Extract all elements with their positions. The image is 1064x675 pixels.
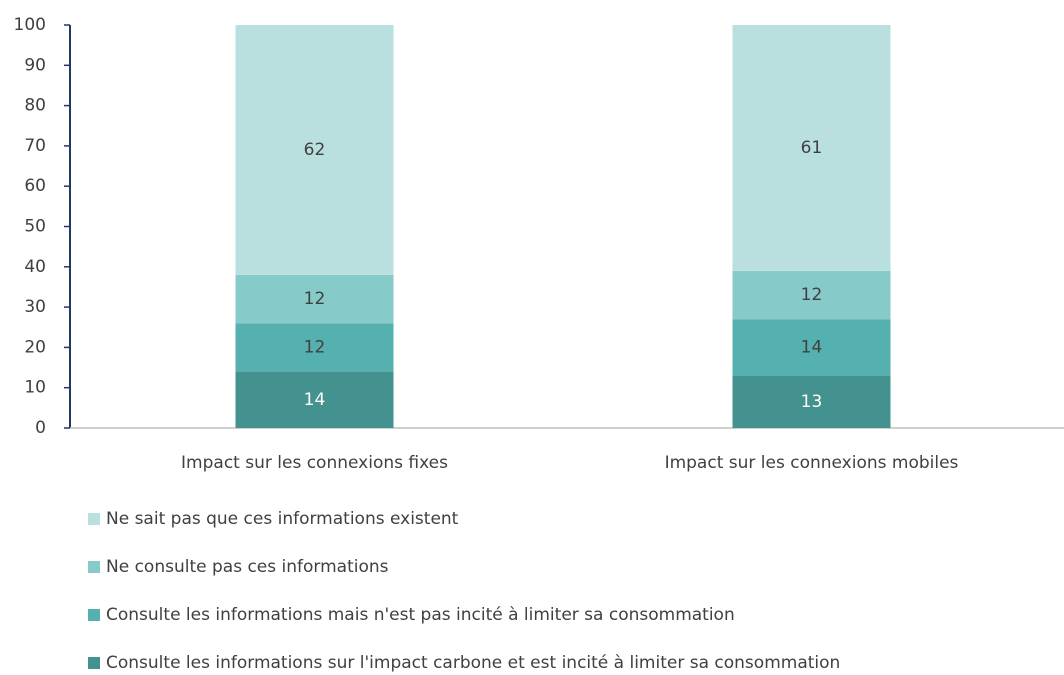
bar-segment (235, 323, 394, 372)
bar-segment (732, 375, 891, 428)
legend-swatch (88, 657, 100, 669)
y-tick-label: 100 (14, 15, 46, 35)
y-tick-label: 30 (24, 297, 46, 317)
data-label: 12 (801, 285, 823, 305)
legend-swatch (88, 561, 100, 573)
y-tick-label: 50 (24, 217, 46, 237)
y-tick-label: 80 (24, 96, 46, 116)
legend-swatch (88, 609, 100, 621)
data-label: 14 (801, 337, 823, 357)
bar-segment (235, 371, 394, 428)
bar-segment (732, 270, 891, 320)
y-tick-label: 10 (24, 378, 46, 398)
y-tick-label: 0 (35, 418, 46, 438)
data-label: 61 (801, 138, 823, 158)
y-tick-label: 60 (24, 176, 46, 196)
bar-segment (732, 25, 891, 271)
data-label: 13 (801, 392, 823, 412)
legend-label: Consulte les informations mais n'est pas… (106, 605, 735, 625)
y-tick-label: 20 (24, 337, 46, 357)
bar-segment (235, 274, 394, 324)
bar-segment (235, 25, 394, 275)
legend-label: Consulte les informations sur l'impact c… (106, 653, 840, 673)
y-tick-label: 70 (24, 136, 46, 156)
bar-segment (732, 319, 891, 376)
data-label: 12 (304, 289, 326, 309)
data-label: 14 (304, 390, 326, 410)
legend-label: Ne sait pas que ces informations existen… (106, 509, 459, 529)
x-tick-label: Impact sur les connexions mobiles (665, 453, 959, 473)
y-tick-label: 40 (24, 257, 46, 277)
legend-swatch (88, 513, 100, 525)
data-label: 12 (304, 337, 326, 357)
y-tick-label: 90 (24, 55, 46, 75)
data-label: 62 (304, 140, 326, 160)
x-tick-label: Impact sur les connexions fixes (181, 453, 448, 473)
legend-label: Ne consulte pas ces informations (106, 557, 389, 577)
